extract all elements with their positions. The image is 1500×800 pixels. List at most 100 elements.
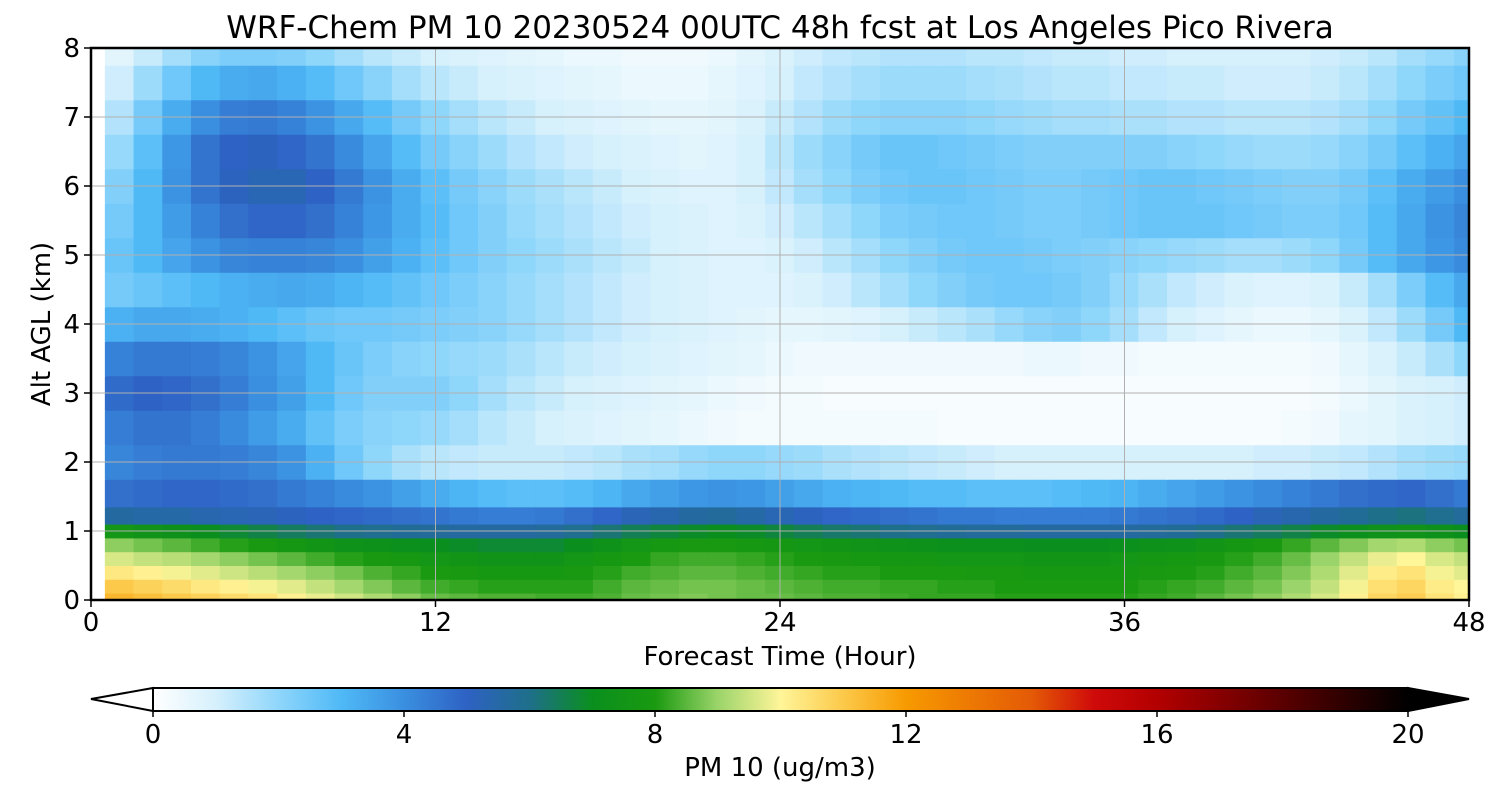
heatmap-cell (966, 48, 996, 66)
heatmap-cell (1195, 271, 1226, 308)
heatmap-cell (1224, 133, 1255, 170)
heatmap-cell (1195, 202, 1226, 239)
heatmap-cell (1080, 506, 1111, 525)
y-tick-label: 2 (63, 448, 80, 478)
heatmap-cell (91, 409, 106, 446)
heatmap-cell (879, 271, 910, 308)
heatmap-cell (1253, 578, 1283, 594)
heatmap-cell (937, 48, 968, 66)
heatmap-cell (679, 506, 709, 525)
heatmap-cell (219, 551, 250, 566)
heatmap-cell (535, 48, 566, 66)
heatmap-cell (1167, 133, 1197, 170)
heatmap-cell (162, 133, 192, 170)
heatmap-cell (190, 537, 221, 553)
heatmap-cell (1138, 565, 1169, 580)
heatmap-cell (650, 506, 681, 525)
heatmap-cell (104, 48, 135, 66)
heatmap-cell (1080, 202, 1111, 239)
heatmap-cell (736, 133, 767, 170)
heatmap-cell (1253, 340, 1283, 377)
heatmap-cell (449, 409, 480, 446)
x-axis-label: Forecast Time (Hour) (643, 642, 916, 672)
heatmap-cell (391, 202, 422, 239)
heatmap-cell (1224, 537, 1255, 553)
heatmap-cell (449, 202, 480, 239)
heatmap-cell (1368, 592, 1398, 600)
heatmap-cell (1023, 340, 1054, 377)
heatmap-cell (219, 133, 250, 170)
heatmap-cell (219, 565, 250, 580)
heatmap-cell (363, 506, 393, 525)
heatmap-cell (1281, 565, 1312, 580)
heatmap-cell (219, 506, 250, 525)
heatmap-cell (334, 271, 365, 308)
heatmap-cell (1138, 578, 1169, 594)
heatmap-cell (248, 478, 279, 508)
heatmap-cell (1080, 48, 1111, 66)
colorbar-ticks: 0 4 8 12 16 20 (145, 711, 1425, 750)
heatmap-cell (506, 409, 537, 446)
heatmap-cell (535, 537, 566, 553)
heatmap-cell (248, 340, 279, 377)
heatmap-cell (1253, 48, 1283, 66)
heatmap-cell (1425, 578, 1456, 594)
heatmap-cell (334, 551, 365, 566)
y-tick-label: 7 (63, 103, 80, 133)
heatmap-cell (966, 478, 996, 508)
y-tick-label: 0 (63, 586, 80, 616)
heatmap-cell (937, 202, 968, 239)
heatmap-cell (190, 409, 221, 446)
heatmap-cell (162, 578, 192, 594)
heatmap-cell (535, 271, 566, 308)
heatmap-cell (1310, 578, 1341, 594)
heatmap-cell (1310, 340, 1341, 377)
heatmap-cell (391, 551, 422, 566)
heatmap-cell (851, 537, 881, 553)
heatmap-cell (851, 565, 881, 580)
heatmap-cell (104, 133, 135, 170)
heatmap-cell (162, 202, 192, 239)
y-tick-label: 8 (63, 34, 80, 64)
heatmap-cell (363, 537, 393, 553)
heatmap-cell (1339, 133, 1370, 170)
heatmap-cell (1023, 506, 1054, 525)
heatmap-cell (506, 506, 537, 525)
heatmap-cell (1023, 578, 1054, 594)
heatmap-cell (966, 506, 996, 525)
heatmap-cell (1281, 537, 1312, 553)
heatmap-cell (1368, 64, 1398, 101)
heatmap-cell (1253, 202, 1283, 239)
heatmap-cell (1052, 409, 1082, 446)
heatmap-cell (535, 202, 566, 239)
heatmap-cell (478, 565, 508, 580)
heatmap-cell (1052, 48, 1082, 66)
heatmap-cell (908, 202, 939, 239)
colorbar-tick-label: 12 (889, 720, 922, 750)
heatmap-cell (879, 133, 910, 170)
heatmap-cell (1195, 340, 1226, 377)
heatmap-cell (621, 551, 652, 566)
heatmap-cell (679, 271, 709, 308)
heatmap-cell (1195, 506, 1226, 525)
heatmap-cell (1195, 592, 1226, 600)
heatmap-cell (707, 478, 738, 508)
heatmap-cell (162, 506, 192, 525)
heatmap-cell (162, 64, 192, 101)
heatmap-cell (1368, 551, 1398, 566)
heatmap-cell (305, 271, 336, 308)
heatmap-cell (650, 592, 681, 600)
y-axis-label: Alt AGL (km) (27, 242, 57, 406)
heatmap-cell (334, 340, 365, 377)
heatmap-cell (1396, 537, 1427, 553)
heatmap-cell (1253, 133, 1283, 170)
heatmap-cell (104, 64, 135, 101)
heatmap-cell (1396, 64, 1427, 101)
heatmap-cell (1368, 565, 1398, 580)
heatmap-cell (994, 506, 1025, 525)
heatmap-cell (506, 133, 537, 170)
heatmap-cell (1052, 578, 1082, 594)
heatmap-cell (707, 409, 738, 446)
heatmap-cell (822, 64, 853, 101)
heatmap-cell (1023, 133, 1054, 170)
